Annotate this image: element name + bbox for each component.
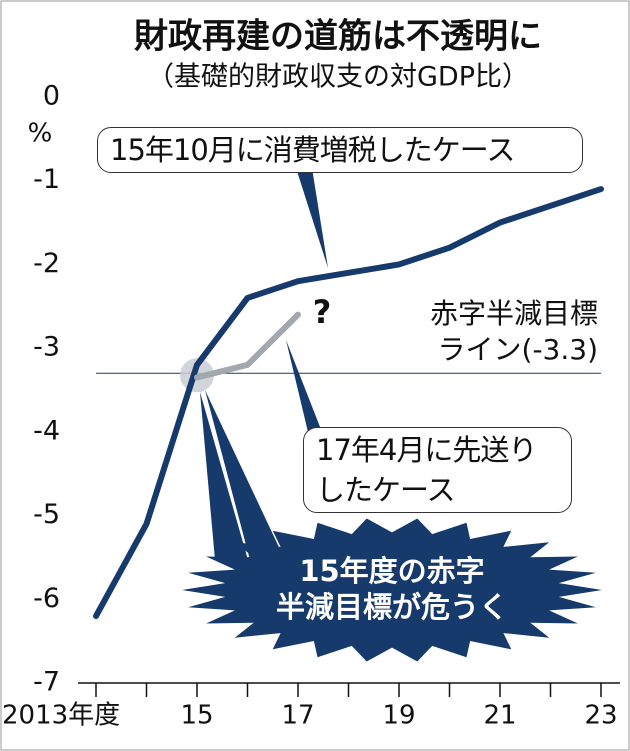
pointer (286, 340, 322, 432)
burst-pointer (200, 392, 248, 560)
burst-shape (182, 518, 602, 662)
y-tick-label: -1 (33, 164, 60, 195)
x-tick-label: 23 (584, 701, 617, 731)
chart-subtitle: （基礎的財政収支の対GDP比） (147, 62, 529, 93)
y-unit: % (28, 119, 53, 149)
x-tick-label: 2013年度 (2, 701, 120, 731)
callout-pointers (286, 168, 328, 432)
y-tick-label: -4 (33, 415, 60, 446)
y-tick-label: -6 (33, 583, 60, 614)
y-tick-label: 0 (43, 81, 60, 112)
series-callout: 15年10月に消費増税したケース (97, 127, 583, 173)
reference-label: ライン(-3.3) (438, 333, 598, 366)
pointer (296, 168, 328, 268)
burst-pointer (205, 390, 285, 560)
y-tick-label: -2 (33, 248, 60, 279)
burst-text: 半減目標が危うく (276, 590, 508, 624)
x-tick-label: 17 (281, 701, 314, 731)
y-tick-label: -5 (33, 499, 60, 530)
x-tick-label: 15 (180, 701, 213, 731)
x-tick-label: 21 (483, 701, 516, 731)
x-tick-label: 19 (382, 701, 415, 731)
y-tick-label: -3 (33, 332, 60, 363)
reference-label: 赤字半減目標 (430, 297, 598, 330)
series-callout: 17年4月に先送りしたケース (303, 427, 572, 513)
annotation: ? (313, 293, 332, 331)
burst-text: 15年度の赤字 (299, 554, 484, 588)
chart-title: 財政再建の道筋は不透明に (134, 17, 542, 57)
series-line (194, 311, 301, 381)
series-line (93, 186, 604, 620)
y-tick-label: -7 (33, 667, 60, 698)
